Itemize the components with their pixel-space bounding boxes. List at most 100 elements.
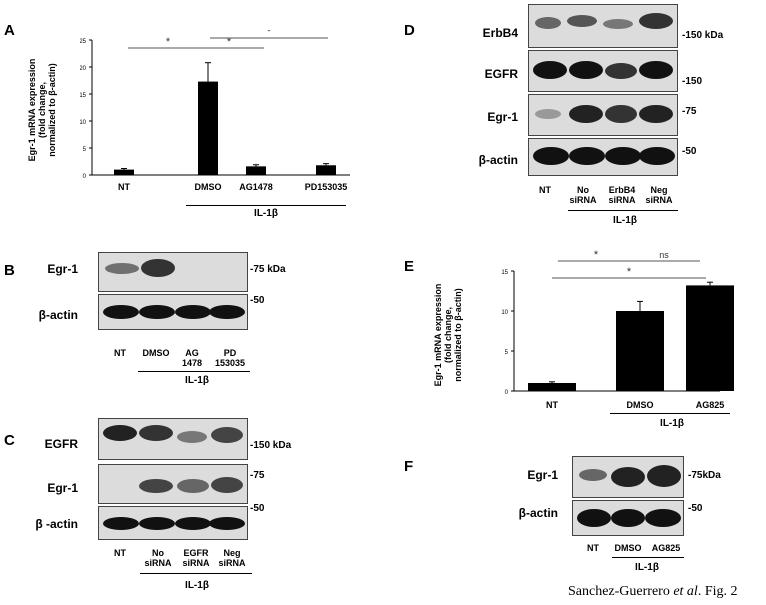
blot-label-egr1: Egr-1 xyxy=(47,262,78,276)
ylabel-line-2: (fold change, xyxy=(37,82,47,138)
blot-f-bactin xyxy=(572,500,684,536)
category-label: DMSO xyxy=(627,400,654,410)
kda-c-75: -75 xyxy=(250,470,265,481)
kda-b-75: -75 kDa xyxy=(250,264,286,275)
blot-label-bactin: β -actin xyxy=(35,517,78,531)
credit-etal: et al xyxy=(673,584,698,599)
panel-e-treatment-label: IL-1β xyxy=(660,418,684,429)
lane-label: EGFR siRNA xyxy=(182,548,210,568)
category-label: AG1478 xyxy=(239,182,273,192)
y-tick-label: 10 xyxy=(501,310,508,316)
ylabel-line-1: Egr-1 mRNA expression xyxy=(433,283,443,387)
bar xyxy=(686,285,734,391)
panel-c-treatment-line xyxy=(140,573,252,574)
lane-label: Neg siRNA xyxy=(218,548,246,568)
y-tick-label: 15 xyxy=(80,93,87,99)
blot-label-egr1: Egr-1 xyxy=(47,481,78,495)
lane-label: DMSO xyxy=(614,543,642,553)
blot-label-egr1: Egr-1 xyxy=(487,110,518,124)
lane-label: AG 1478 xyxy=(181,348,203,368)
y-tick-label: 20 xyxy=(80,66,87,72)
kda-d-50: -50 xyxy=(682,146,697,157)
kda-f-50: -50 xyxy=(688,503,703,514)
ylabel-line-3: normalized to β-actin) xyxy=(47,63,57,157)
lane-label: NT xyxy=(114,348,126,358)
kda-c-150: -150 kDa xyxy=(250,440,292,451)
panel-c-treatment-label: IL-1β xyxy=(185,580,209,591)
blot-label-bactin: β-actin xyxy=(478,153,518,167)
y-tick-label: 5 xyxy=(83,147,87,153)
blot-c-egr1 xyxy=(98,464,248,504)
blot-label-egr1: Egr-1 xyxy=(527,468,558,482)
blot-b-egr1 xyxy=(98,252,248,292)
panel-a-treatment-line xyxy=(186,205,346,206)
bar xyxy=(528,383,576,391)
y-tick-label: 10 xyxy=(80,120,87,126)
bar xyxy=(246,166,266,175)
blot-d-erbb4 xyxy=(528,4,678,48)
blot-label-erbb4: ErbB4 xyxy=(482,26,518,40)
blot-b-bactin xyxy=(98,294,248,330)
ylabel-line-2: (fold change, xyxy=(443,307,453,363)
y-tick-label: 15 xyxy=(501,270,508,276)
blot-label-egfr: EGFR xyxy=(44,437,78,451)
lane-label: AG825 xyxy=(651,543,681,553)
panel-letter-b: B xyxy=(4,262,15,279)
category-label: NT xyxy=(546,400,558,410)
significance-marker: * xyxy=(267,30,272,38)
lane-label: PD 153035 xyxy=(214,348,246,368)
panel-f-treatment-line xyxy=(612,557,684,558)
lane-label: Neg siRNA xyxy=(645,185,673,205)
panel-a-treatment-label: IL-1β xyxy=(254,208,278,219)
kda-d-150b: -150 xyxy=(682,76,703,87)
panel-a-ylabel: Egr-1 mRNA expression (fold change, norm… xyxy=(22,40,62,180)
kda-c-50: -50 xyxy=(250,503,265,514)
significance-marker: * xyxy=(627,266,632,278)
panel-letter-e: E xyxy=(404,258,415,275)
panel-letter-c: C xyxy=(4,432,15,449)
panel-e-treatment-line xyxy=(610,413,730,414)
blot-d-egfr xyxy=(528,50,678,92)
lane-label: NT xyxy=(114,548,126,558)
figure-credit: Sanchez-Guerrero et al. Fig. 2 xyxy=(568,584,738,600)
panel-letter-d: D xyxy=(404,22,415,39)
lane-label: No siRNA xyxy=(569,185,597,205)
panel-b-treatment-label: IL-1β xyxy=(185,375,209,386)
significance-marker: * xyxy=(166,36,171,48)
lane-label: ErbB4 siRNA xyxy=(608,185,636,205)
panel-f-treatment-label: IL-1β xyxy=(635,562,659,573)
blot-f-egr1 xyxy=(572,456,684,498)
blot-d-egr1 xyxy=(528,94,678,136)
significance-marker: * xyxy=(227,36,232,48)
y-tick-label: 5 xyxy=(505,350,509,356)
y-tick-label: 25 xyxy=(80,39,87,45)
significance-marker: ns xyxy=(659,250,669,260)
kda-f-75: -75kDa xyxy=(688,470,721,481)
bar xyxy=(616,311,664,391)
ylabel-line-1: Egr-1 mRNA expression xyxy=(27,58,37,162)
y-tick-label: 0 xyxy=(505,390,509,396)
credit-rest: . Fig. 2 xyxy=(697,584,738,599)
blot-c-bactin xyxy=(98,506,248,540)
lane-label: NT xyxy=(539,185,551,195)
blot-label-bactin: β-actin xyxy=(38,308,78,322)
blot-label-egfr: EGFR xyxy=(484,67,518,81)
kda-d-75: -75 xyxy=(682,106,697,117)
panel-b-treatment-line xyxy=(138,371,250,372)
bar xyxy=(114,169,134,175)
credit-name: Sanchez-Guerrero xyxy=(568,584,674,599)
bar xyxy=(316,165,336,175)
category-label: PD153035 xyxy=(305,182,348,192)
category-label: DMSO xyxy=(195,182,222,192)
panel-letter-f: F xyxy=(404,458,414,475)
significance-marker: * xyxy=(594,249,599,261)
lane-label: No siRNA xyxy=(144,548,172,568)
panel-d-treatment-label: IL-1β xyxy=(613,215,637,226)
bar xyxy=(198,81,218,175)
blot-c-egfr xyxy=(98,418,248,460)
ylabel-line-3: normalized to β-actin) xyxy=(453,288,463,382)
panel-a-bar-chart: 0 5 10 15 20 25 NT DMSO AG1478 PD153035 * * * xyxy=(80,30,350,192)
blot-label-bactin: β-actin xyxy=(518,506,558,520)
panel-d-treatment-line xyxy=(568,210,678,211)
panel-letter-a: A xyxy=(4,22,15,39)
